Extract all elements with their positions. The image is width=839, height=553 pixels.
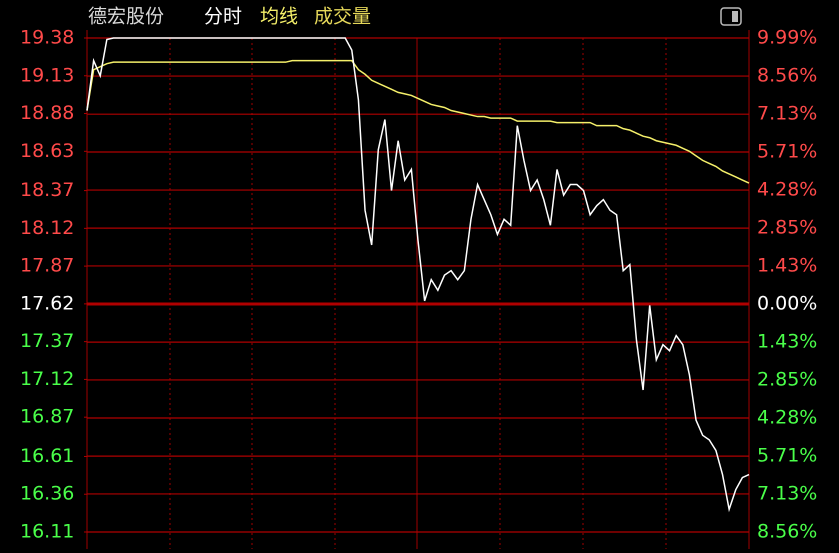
- y2-tick-label: 5.71%: [757, 140, 817, 162]
- y-tick-label: 17.12: [20, 368, 74, 390]
- y2-tick-label: 0.00%: [757, 293, 817, 315]
- y2-tick-label: 1.43%: [757, 331, 817, 353]
- y-tick-label: 16.87: [20, 406, 74, 428]
- y-tick-label: 18.63: [20, 140, 74, 162]
- y2-tick-label: 9.99%: [757, 27, 817, 49]
- y2-tick-label: 2.85%: [757, 217, 817, 239]
- icon-bar: [732, 11, 738, 22]
- y-tick-label: 18.37: [20, 179, 74, 201]
- y2-tick-label: 4.28%: [757, 179, 817, 201]
- y2-tick-label: 2.85%: [757, 368, 817, 390]
- y2-tick-label: 7.13%: [757, 482, 817, 504]
- average-line: [86, 59, 750, 184]
- y-tick-label: 19.13: [20, 64, 74, 86]
- indicator-label: 成交量: [314, 6, 371, 28]
- y-tick-label: 16.61: [20, 445, 74, 467]
- y-tick-label: 19.38: [20, 27, 74, 49]
- y-tick-label: 18.12: [20, 217, 74, 239]
- y-tick-label: 17.62: [20, 292, 74, 314]
- y2-tick-label: 8.56%: [757, 521, 817, 543]
- legend-entry: 均线: [260, 6, 298, 28]
- price-line: [86, 37, 750, 513]
- y2-tick-label: 7.13%: [757, 103, 817, 125]
- y2-tick-label: 4.28%: [757, 407, 817, 429]
- chart-title: 德宏股份: [88, 6, 164, 28]
- mode-tab[interactable]: 分时: [204, 6, 242, 28]
- y-tick-label: 18.88: [20, 102, 74, 124]
- y2-tick-label: 1.43%: [757, 254, 817, 276]
- icon-frame: [720, 7, 742, 26]
- toggle-icon[interactable]: [720, 7, 742, 26]
- y2-tick-label: 5.71%: [757, 445, 817, 467]
- y-tick-label: 17.87: [20, 255, 74, 277]
- y-tick-label: 17.37: [20, 330, 74, 352]
- y-tick-label: 16.36: [20, 483, 74, 505]
- vertical-grid: [86, 30, 750, 549]
- y2-tick-label: 8.56%: [757, 65, 817, 87]
- y-tick-label: 16.11: [20, 521, 74, 543]
